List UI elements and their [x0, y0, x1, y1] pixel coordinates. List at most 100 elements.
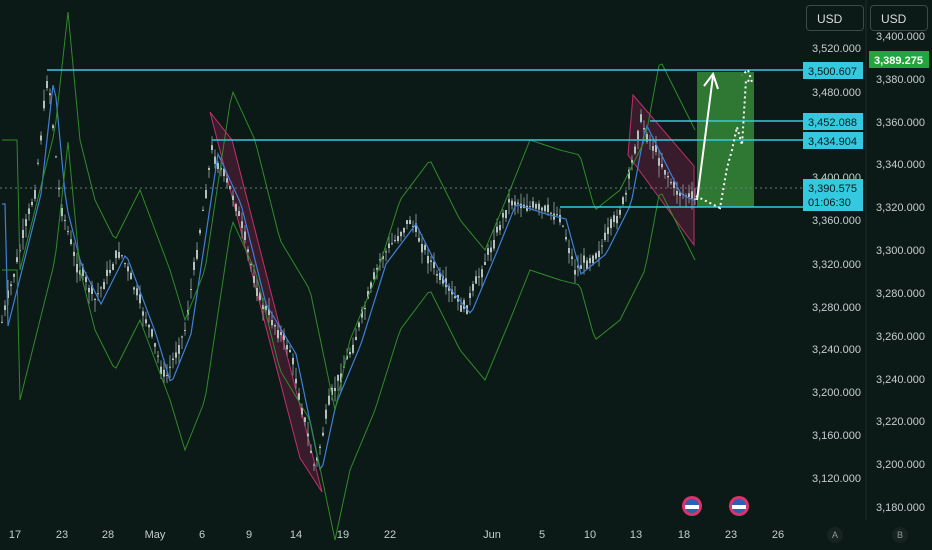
candle-body-63: [190, 288, 192, 290]
candle-body-192: [577, 265, 579, 268]
candle-body-72: [217, 163, 219, 169]
candle-body-230: [691, 191, 693, 199]
candle-body-98: [295, 378, 297, 384]
candle-body-138: [415, 223, 417, 232]
candle-body-199: [598, 250, 600, 258]
candle-body-35: [106, 269, 108, 276]
candle-body-133: [400, 232, 402, 237]
candle-body-94: [283, 333, 285, 340]
candle-body-145: [436, 274, 438, 276]
candle-body-27: [82, 267, 84, 276]
right-tick-1: 3,380.000: [876, 74, 925, 86]
candle-body-44: [133, 287, 135, 290]
candle-body-25: [76, 264, 78, 273]
candle-body-93: [280, 332, 282, 335]
right-tick-7: 3,260.000: [876, 331, 925, 343]
candle-body-84: [253, 276, 255, 283]
candle-body-165: [496, 226, 498, 233]
candle-body-207: [622, 197, 624, 204]
last-price-tag: 3,389.275: [874, 55, 923, 67]
candle-body-3: [10, 284, 12, 286]
candle-body-197: [592, 255, 594, 264]
candle-body-32: [97, 293, 99, 295]
right-tick-10: 3,200.000: [876, 459, 925, 471]
candle-body-31: [94, 298, 96, 300]
candle-body-201: [604, 232, 606, 240]
left-tick-11: 3,120.000: [812, 473, 861, 485]
candle-body-220: [661, 164, 663, 168]
left-tick-6: 3,320.000: [812, 259, 861, 271]
candle-body-85: [256, 288, 258, 297]
candle-body-136: [409, 220, 411, 225]
candle-body-19: [58, 187, 60, 190]
x-tick-5: 9: [246, 529, 252, 541]
right-price-axis[interactable]: 3,400.000 3,380.000 3,360.000 3,340.000 …: [876, 31, 925, 514]
candle-body-172: [517, 202, 519, 204]
x-tick-11: 10: [584, 529, 596, 541]
candle-body-202: [607, 227, 609, 234]
candle-body-137: [412, 225, 414, 227]
candle-body-190: [571, 256, 573, 259]
candle-body-36: [109, 270, 111, 273]
candle-body-65: [196, 250, 198, 259]
candle-body-162: [487, 248, 489, 255]
candle-body-23: [70, 239, 72, 244]
candle-body-104: [313, 464, 315, 466]
candle-body-208: [625, 192, 627, 195]
candle-body-103: [310, 450, 312, 453]
us-event-flag-2[interactable]: [729, 496, 749, 516]
candle-body-7: [22, 229, 24, 238]
scale-button-b-bg[interactable]: [892, 527, 908, 543]
candle-body-122: [367, 291, 369, 299]
candle-body-156: [469, 293, 471, 298]
candle-body-49: [148, 324, 150, 328]
countdown-tag: 01:06:30: [808, 197, 851, 209]
left-tick-0: 3,520.000: [812, 43, 861, 55]
candle-body-54: [163, 369, 165, 377]
left-tick-5: 3,360.000: [812, 215, 861, 227]
candle-body-177: [532, 201, 534, 208]
x-tick-4: 6: [199, 529, 205, 541]
candle-body-129: [388, 243, 390, 248]
us-event-flag-1[interactable]: [682, 496, 702, 516]
scale-button-b[interactable]: B: [897, 530, 903, 540]
x-tick-15: 26: [772, 529, 784, 541]
right-tick-11: 3,180.000: [876, 502, 925, 514]
candle-body-214: [643, 128, 645, 130]
candle-body-100: [301, 407, 303, 415]
current-price-tag-bg: [803, 179, 863, 211]
candle-body-99: [298, 393, 300, 400]
candle-body-38: [115, 250, 117, 258]
candle-body-113: [340, 373, 342, 383]
scale-button-a[interactable]: A: [832, 530, 838, 540]
x-tick-6: 14: [290, 529, 302, 541]
candle-body-55: [166, 374, 168, 376]
candle-body-183: [550, 212, 552, 214]
currency-selector-left[interactable]: USD: [806, 5, 864, 31]
candle-body-204: [613, 215, 615, 222]
candle-body-30: [91, 285, 93, 294]
candle-body-59: [178, 345, 180, 354]
candle-body-218: [655, 144, 657, 152]
candle-body-169: [508, 199, 510, 203]
candle-body-221: [664, 170, 666, 175]
candle-body-74: [223, 168, 225, 177]
candle-body-20: [61, 208, 63, 217]
candle-body-71: [214, 156, 216, 164]
right-tick-6: 3,280.000: [876, 288, 925, 300]
candle-body-217: [652, 146, 654, 151]
currency-selector-right[interactable]: USD: [870, 5, 928, 31]
left-tick-10: 3,160.000: [812, 430, 861, 442]
time-axis[interactable]: 17 23 28 May 6 9 14 19 22 Jun 5 10 13 18 23 26: [9, 529, 784, 541]
scale-button-a-bg[interactable]: [827, 527, 843, 543]
candle-body-180: [541, 207, 543, 211]
level-tag-3434: 3,434.904: [808, 136, 857, 148]
candle-body-26: [79, 270, 81, 275]
candle-body-132: [397, 236, 399, 242]
candle-body-194: [583, 255, 585, 263]
level-tag-3500-bg: [803, 62, 863, 79]
envelope-lower-line: [2, 141, 696, 541]
right-tick-4: 3,320.000: [876, 202, 925, 214]
